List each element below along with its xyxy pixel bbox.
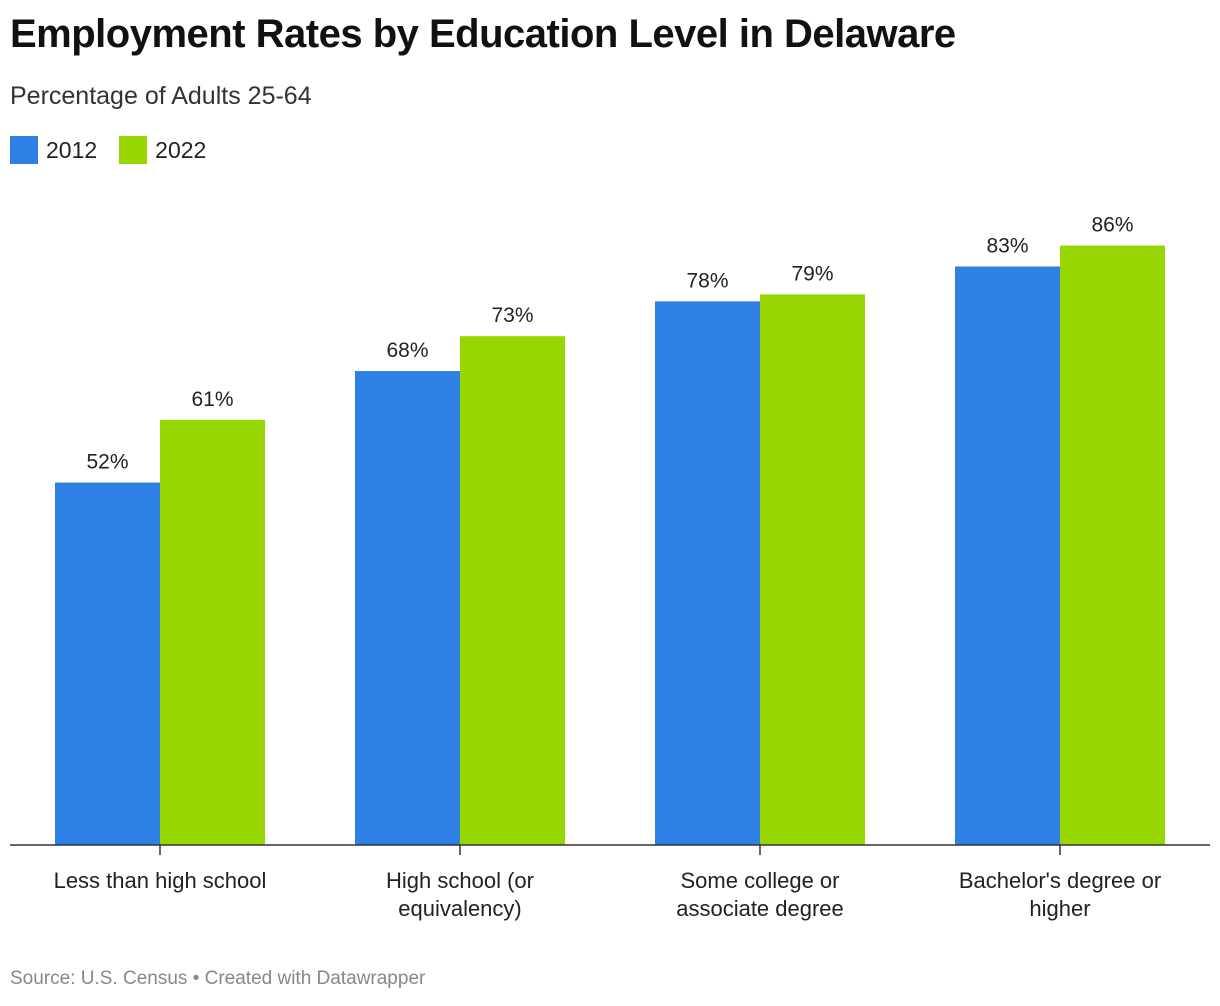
legend-item-2022: 2022 <box>119 136 206 164</box>
footer-source: Source: U.S. Census • Created with Dataw… <box>10 968 426 989</box>
data-label-2012-1: 68% <box>386 339 428 362</box>
chart-title: Employment Rates by Education Level in D… <box>10 12 956 56</box>
legend-item-2012: 2012 <box>10 136 97 164</box>
bar-2012-2 <box>655 301 760 846</box>
x-tick-label-3: Bachelor's degree or higher <box>959 868 1161 921</box>
legend-swatch-2012 <box>10 136 38 164</box>
bar-2022-3 <box>1060 245 1165 845</box>
legend-swatch-2022 <box>119 136 148 164</box>
data-label-2012-3: 83% <box>986 234 1028 257</box>
bar-chart: 52% 61% Less than high school 68% 73% High sc… <box>10 214 1210 921</box>
bar-2012-0 <box>55 482 160 845</box>
x-tick-label-1: High school (or equivalency) <box>386 868 534 921</box>
data-label-2022-0: 61% <box>191 388 233 411</box>
bar-2012-1 <box>355 371 460 845</box>
bar-2022-2 <box>760 294 865 845</box>
x-tick-label-2: Some college or associate degree <box>676 868 844 921</box>
bar-2022-1 <box>460 336 565 845</box>
data-label-2022-2: 79% <box>791 262 833 285</box>
x-tick-label-0: Less than high school <box>54 868 267 893</box>
bar-2012-3 <box>955 266 1060 845</box>
bar-2022-0 <box>160 419 265 845</box>
chart-subtitle: Percentage of Adults 25-64 <box>10 82 312 110</box>
legend: 2012 2022 <box>10 136 228 164</box>
data-label-2012-0: 52% <box>86 451 128 474</box>
data-label-2022-3: 86% <box>1091 214 1133 237</box>
data-label-2012-2: 78% <box>686 269 728 292</box>
legend-label-2012: 2012 <box>46 136 98 163</box>
legend-label-2022: 2022 <box>155 136 207 163</box>
data-label-2022-1: 73% <box>491 304 533 327</box>
